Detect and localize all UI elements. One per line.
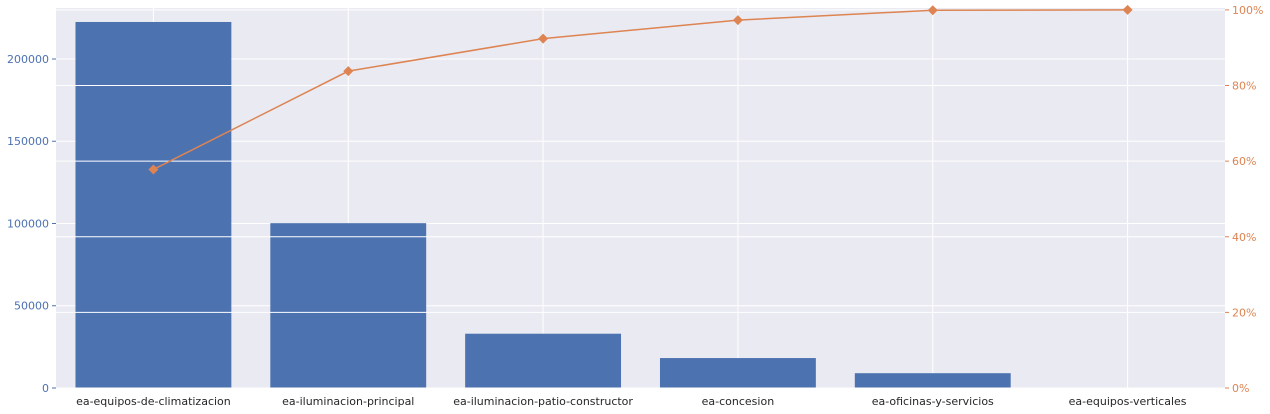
line-marker (343, 66, 354, 77)
y-left-tick-label: 0 (42, 382, 49, 395)
x-tick-label: ea-oficinas-y-servicios (872, 395, 994, 408)
x-tick-label: ea-concesion (702, 395, 775, 408)
line-marker (732, 15, 743, 26)
y-left-tick-label: 150000 (7, 135, 49, 148)
line-marker (538, 33, 549, 44)
x-tick-label: ea-equipos-de-climatizacion (76, 395, 231, 408)
y-left-tick-label: 100000 (7, 217, 49, 230)
y-right-tick-label: 0% (1232, 382, 1249, 395)
line-marker (148, 164, 159, 175)
y-left-tick-label: 200000 (7, 53, 49, 66)
plot-area (56, 8, 1225, 388)
y-right-tick-label: 40% (1232, 231, 1256, 244)
y-right-tick-label: 60% (1232, 155, 1256, 168)
y-right-tick-label: 80% (1232, 80, 1256, 93)
bar (659, 358, 816, 388)
x-tick-label: ea-iluminacion-principal (282, 395, 414, 408)
y-right-tick-label: 100% (1232, 4, 1263, 17)
line-marker (1122, 4, 1133, 15)
bar (75, 21, 232, 388)
x-tick-label: ea-iluminacion-patio-constructor (453, 395, 633, 408)
x-tick-label: ea-equipos-verticales (1069, 395, 1187, 408)
line-marker (927, 5, 938, 16)
bar (270, 223, 427, 388)
bar (465, 333, 622, 388)
y-left-tick-label: 50000 (14, 300, 49, 313)
bar (854, 373, 1011, 388)
cumulative-line (153, 9, 1128, 171)
y-right-tick-label: 20% (1232, 306, 1256, 319)
